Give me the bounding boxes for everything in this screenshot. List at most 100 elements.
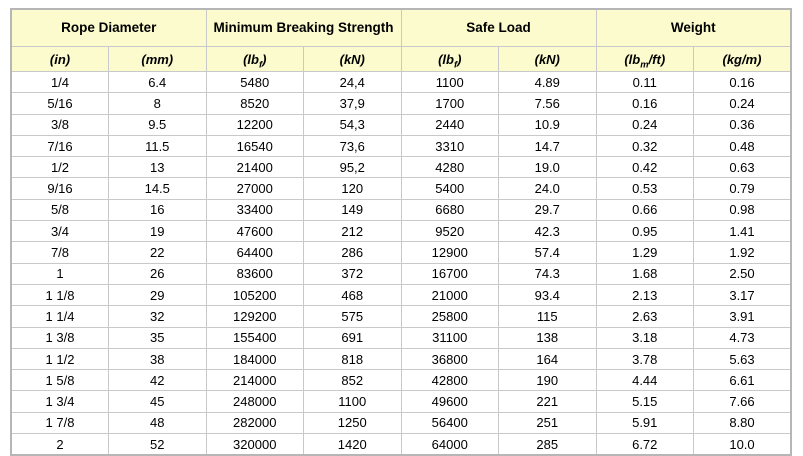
table-cell: 24,4 — [303, 70, 402, 94]
table-cell: 9.5 — [108, 113, 207, 136]
table-cell: 852 — [303, 369, 402, 392]
table-cell: 14.5 — [108, 177, 207, 200]
table-body: 1/4 6.4 5480 24,4 1100 4.89 0.11 0.16 5/16 8 8520 3… — [10, 70, 792, 456]
table-cell: 468 — [303, 283, 402, 307]
table-row: 7/16 11.5 16540 73,6 3310 14.7 0.32 0.48 — [10, 134, 792, 158]
table-cell: 1100 — [400, 70, 499, 94]
table-cell: 21400 — [205, 156, 304, 179]
table-cell: 29.7 — [498, 198, 597, 222]
table-cell: 0.48 — [693, 134, 792, 158]
table-cell: 6.4 — [108, 70, 207, 94]
table-cell: 0.63 — [693, 156, 792, 179]
table-cell: 29 — [108, 283, 207, 307]
table-cell: 19.0 — [498, 156, 597, 179]
table-cell: 1 1/2 — [10, 347, 109, 371]
table-cell: 3.78 — [595, 347, 694, 371]
table-row: 3/8 9.5 12200 54,3 2440 10.9 0.24 0.36 — [10, 113, 792, 136]
table-cell: 2.50 — [693, 262, 792, 285]
table-cell: 2440 — [400, 113, 499, 136]
table-cell: 3/8 — [10, 113, 109, 136]
table-cell: 0.36 — [693, 113, 792, 136]
unit-header: (lbf) — [400, 46, 499, 72]
table-cell: 1420 — [303, 433, 402, 456]
unit-header: (in) — [10, 46, 109, 72]
table-cell: 74.3 — [498, 262, 597, 285]
table-cell: 3/4 — [10, 220, 109, 243]
group-header-weight: Weight — [595, 8, 792, 47]
table-cell: 8520 — [205, 92, 304, 115]
table-cell: 5.91 — [595, 411, 694, 435]
table-cell: 1.92 — [693, 241, 792, 264]
table-cell: 0.98 — [693, 198, 792, 222]
table-cell: 251 — [498, 411, 597, 435]
table-cell: 575 — [303, 305, 402, 328]
table-cell: 1700 — [400, 92, 499, 115]
table-cell: 214000 — [205, 369, 304, 392]
table-cell: 5480 — [205, 70, 304, 94]
table-cell: 42800 — [400, 369, 499, 392]
table-cell: 282000 — [205, 411, 304, 435]
table-cell: 7/8 — [10, 241, 109, 264]
table-cell: 7/16 — [10, 134, 109, 158]
table-cell: 83600 — [205, 262, 304, 285]
table-row: 1 26 83600 372 16700 74.3 1.68 2.50 — [10, 262, 792, 285]
table-cell: 1 1/4 — [10, 305, 109, 328]
unit-header: (lbm/ft) — [595, 46, 694, 72]
table-cell: 33400 — [205, 198, 304, 222]
table-cell: 372 — [303, 262, 402, 285]
table-cell: 36800 — [400, 347, 499, 371]
table-cell: 0.95 — [595, 220, 694, 243]
table-cell: 8 — [108, 92, 207, 115]
table-cell: 19 — [108, 220, 207, 243]
table-cell: 212 — [303, 220, 402, 243]
table-cell: 320000 — [205, 433, 304, 456]
table-row: 9/16 14.5 27000 120 5400 24.0 0.53 0.79 — [10, 177, 792, 200]
table-cell: 221 — [498, 390, 597, 413]
table-cell: 190 — [498, 369, 597, 392]
table-cell: 2.13 — [595, 283, 694, 307]
table-cell: 5/16 — [10, 92, 109, 115]
table-cell: 93.4 — [498, 283, 597, 307]
table-cell: 3.18 — [595, 326, 694, 349]
table-row: 1 7/8 48 282000 1250 56400 251 5.91 8.80 — [10, 411, 792, 435]
rope-strength-table: Rope Diameter Minimum Breaking Strength … — [10, 8, 792, 456]
table-cell: 6680 — [400, 198, 499, 222]
table-cell: 1.68 — [595, 262, 694, 285]
table-cell: 2.63 — [595, 305, 694, 328]
table-cell: 1.41 — [693, 220, 792, 243]
table-cell: 48 — [108, 411, 207, 435]
table-cell: 73,6 — [303, 134, 402, 158]
table-cell: 12900 — [400, 241, 499, 264]
table-cell: 0.16 — [693, 70, 792, 94]
table-cell: 149 — [303, 198, 402, 222]
table-cell: 25800 — [400, 305, 499, 328]
table-row: 3/4 19 47600 212 9520 42.3 0.95 1.41 — [10, 220, 792, 243]
table-cell: 5.15 — [595, 390, 694, 413]
table-cell: 285 — [498, 433, 597, 456]
unit-header: (kN) — [303, 46, 402, 72]
table-cell: 57.4 — [498, 241, 597, 264]
group-header-safe-load: Safe Load — [400, 8, 597, 47]
table-cell: 1/4 — [10, 70, 109, 94]
table-cell: 42.3 — [498, 220, 597, 243]
table-cell: 0.24 — [693, 92, 792, 115]
table-cell: 0.53 — [595, 177, 694, 200]
table-cell: 47600 — [205, 220, 304, 243]
table-cell: 1100 — [303, 390, 402, 413]
table-row: 7/8 22 64400 286 12900 57.4 1.29 1.92 — [10, 241, 792, 264]
table-cell: 3310 — [400, 134, 499, 158]
table-cell: 0.32 — [595, 134, 694, 158]
table-cell: 1250 — [303, 411, 402, 435]
table-cell: 5400 — [400, 177, 499, 200]
table-cell: 286 — [303, 241, 402, 264]
table-row: 1/2 13 21400 95,2 4280 19.0 0.42 0.63 — [10, 156, 792, 179]
table-cell: 12200 — [205, 113, 304, 136]
table-cell: 0.66 — [595, 198, 694, 222]
table-cell: 56400 — [400, 411, 499, 435]
table-cell: 115 — [498, 305, 597, 328]
table-cell: 16 — [108, 198, 207, 222]
table-cell: 1.29 — [595, 241, 694, 264]
table-cell: 4.44 — [595, 369, 694, 392]
table-cell: 120 — [303, 177, 402, 200]
table-cell: 37,9 — [303, 92, 402, 115]
